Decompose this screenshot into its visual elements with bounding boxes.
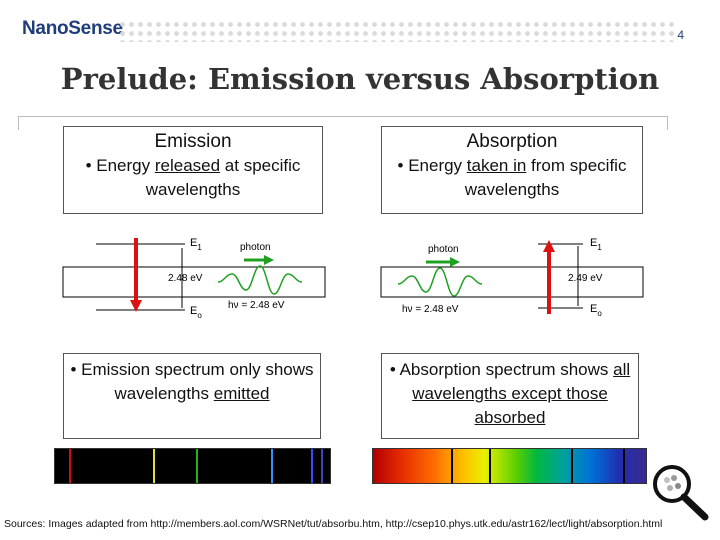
absorption-photon-arrow-head bbox=[450, 257, 460, 267]
absorption-energy-diagram: E1 Eo 2.49 eV photon hν = 2.48 eV bbox=[380, 237, 644, 318]
emission-line-yellow bbox=[153, 449, 155, 483]
emission-bullet-1-underline: released bbox=[154, 156, 221, 175]
emission-spectrum-strip bbox=[54, 448, 331, 484]
emission-line-green bbox=[196, 449, 198, 483]
absorption-bullet-1-underline: taken in bbox=[466, 156, 527, 175]
emission-bullet-2-pre: • Emission spectrum only shows wavelengt… bbox=[70, 360, 314, 403]
emission-bullet-2-underline: emitted bbox=[213, 384, 270, 403]
emission-energy-gap-box bbox=[62, 266, 326, 298]
slide-title: Prelude: Emission versus Absorption bbox=[60, 62, 660, 96]
emission-bullet-1-pre: • Energy bbox=[85, 156, 155, 175]
emission-description-box: Emission • Energy released at specific w… bbox=[63, 126, 323, 214]
absorption-energy-gap-box bbox=[380, 266, 644, 298]
emission-spectrum-box: • Emission spectrum only shows wavelengt… bbox=[63, 353, 321, 439]
absorption-bullet-1-pre: • Energy bbox=[397, 156, 467, 175]
absorption-bullet-1-post: from specific wavelengths bbox=[464, 156, 627, 199]
nanosense-logo: NanoSense bbox=[22, 18, 123, 39]
sources-citation: Sources: Images adapted from http://memb… bbox=[4, 518, 663, 530]
emission-energy-diagram: E1 Eo 2.48 eV photon hν = 2.48 eV bbox=[62, 237, 326, 320]
emission-arrow-head bbox=[130, 300, 142, 312]
absorption-line-2 bbox=[489, 449, 491, 483]
absorption-heading: Absorption bbox=[466, 131, 558, 152]
absorption-hv-label: hν = 2.48 eV bbox=[402, 304, 459, 315]
page-number: 4 bbox=[677, 28, 684, 42]
absorption-energy-label: 2.49 eV bbox=[568, 273, 603, 284]
absorption-line-3 bbox=[571, 449, 573, 483]
emission-energy-label: 2.48 eV bbox=[168, 273, 203, 284]
absorption-description-box: Absorption • Energy taken in from specif… bbox=[381, 126, 643, 214]
emission-bullet-1-post: at specific wavelengths bbox=[145, 156, 301, 199]
absorption-bullet-1: • Energy taken in from specific waveleng… bbox=[398, 156, 627, 199]
absorption-spectrum-box: • Absorption spectrum shows all waveleng… bbox=[381, 353, 639, 439]
emission-e1-label: E1 bbox=[190, 237, 202, 252]
absorption-bullet-2-underline: all wavelengths except those absorbed bbox=[412, 360, 631, 427]
absorption-photon-label: photon bbox=[428, 244, 459, 255]
emission-photon-label: photon bbox=[240, 242, 271, 253]
emission-line-indigo bbox=[311, 449, 313, 483]
header-dot-pattern bbox=[118, 20, 678, 42]
emission-line-blue bbox=[271, 449, 273, 483]
emission-heading: Emission bbox=[154, 131, 232, 152]
magnifier-icon bbox=[653, 465, 709, 521]
emission-hv-label: hν = 2.48 eV bbox=[228, 300, 285, 311]
emission-line-violet bbox=[321, 449, 323, 483]
emission-line-red bbox=[69, 449, 71, 483]
absorption-line-4 bbox=[623, 449, 625, 483]
emission-photon-wave bbox=[217, 265, 303, 295]
absorption-photon-wave bbox=[397, 267, 483, 297]
emission-bullet-1: • Energy released at specific wavelength… bbox=[86, 156, 301, 199]
title-divider bbox=[18, 116, 668, 130]
emission-e0-label: Eo bbox=[190, 305, 202, 320]
absorption-line-1 bbox=[451, 449, 453, 483]
absorption-bullet-2-pre: • Absorption spectrum shows bbox=[389, 360, 614, 379]
absorption-spectrum-strip bbox=[372, 448, 647, 484]
emission-photon-arrow-head bbox=[264, 255, 274, 265]
absorption-e0-label: Eo bbox=[590, 303, 602, 318]
absorption-arrow-head bbox=[543, 240, 555, 252]
absorption-e1-label: E1 bbox=[590, 237, 602, 252]
